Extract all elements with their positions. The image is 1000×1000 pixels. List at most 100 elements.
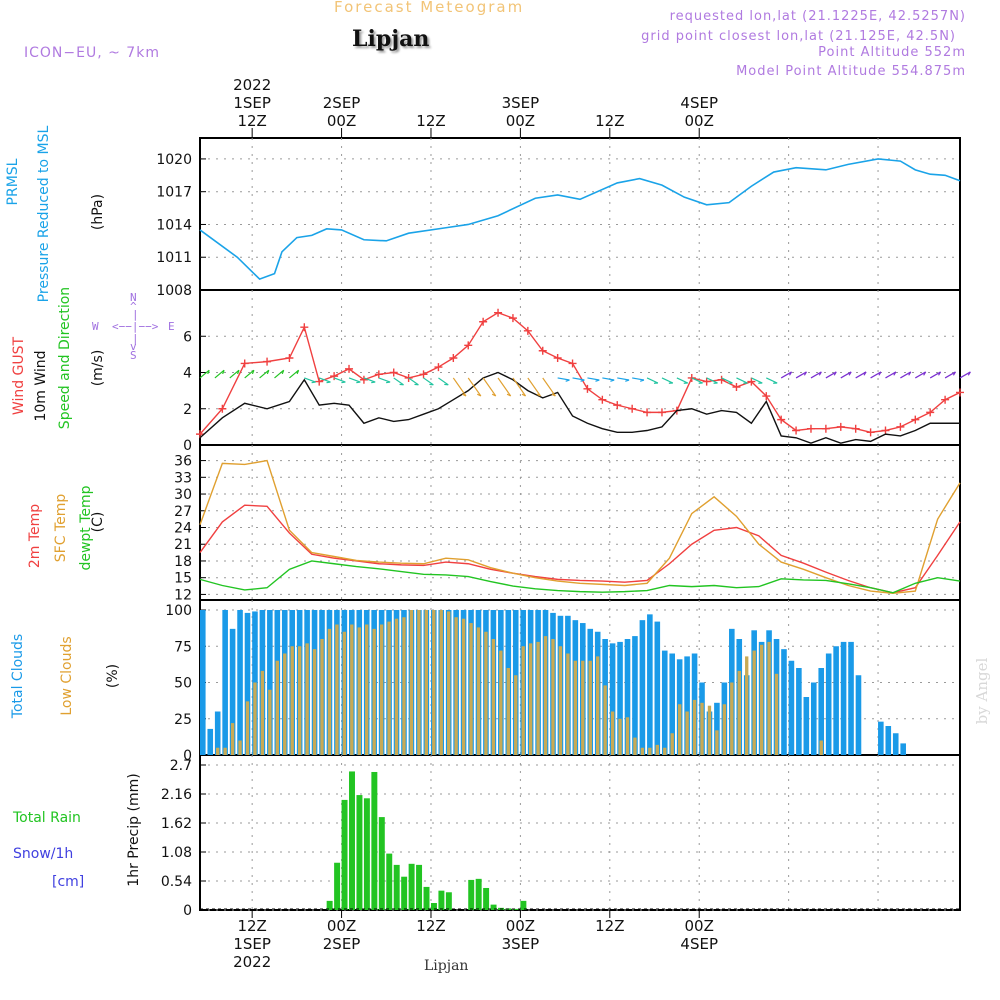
- low-cloud-bar: [566, 653, 570, 755]
- low-cloud-bar: [491, 639, 496, 755]
- gust-marker: [449, 354, 458, 362]
- total-cloud-bar: [855, 675, 862, 755]
- total-cloud-bar: [617, 641, 623, 755]
- low-cloud-bar: [260, 670, 265, 755]
- wind-direction-arrowhead: [788, 371, 793, 376]
- rain-bar: [416, 864, 423, 910]
- wind-direction-arrow: [766, 377, 778, 384]
- gust-marker: [419, 370, 428, 379]
- low-cloud-bar: [484, 631, 488, 755]
- gust-marker: [643, 408, 652, 417]
- wind-direction-arrow: [393, 377, 404, 386]
- wind-direction-arrow: [959, 371, 971, 379]
- low-cloud-bar: [268, 689, 272, 755]
- wind-direction-arrow: [423, 377, 434, 386]
- total-cloud-bar: [229, 628, 236, 755]
- wind-direction-arrow: [885, 371, 897, 379]
- precip-label-rain: Total Rain: [13, 810, 81, 826]
- rain-bar: [475, 878, 482, 910]
- low-cloud-bar: [752, 650, 756, 755]
- top-time-label: 2SEP: [323, 94, 361, 112]
- wind-direction-arrow: [706, 377, 718, 384]
- top-time-label: 4SEP: [680, 94, 718, 112]
- total-cloud-bar: [900, 743, 906, 755]
- total-cloud-bar: [639, 620, 646, 755]
- temp-ytick-label: 15: [174, 571, 192, 587]
- top-time-label: 00Z: [685, 112, 714, 130]
- total-cloud-bar: [661, 650, 668, 755]
- gust-marker: [941, 395, 950, 404]
- rain-bar: [401, 876, 408, 910]
- rain-bar: [334, 862, 341, 910]
- wind-direction-arrowhead: [491, 393, 497, 397]
- gust-marker: [523, 326, 532, 335]
- wind-direction-arrow: [944, 371, 956, 379]
- wind-direction-arrow: [452, 377, 467, 397]
- wind-direction-arrow: [795, 371, 807, 379]
- precip-ytick-label: 1.08: [161, 845, 192, 861]
- wind-direction-arrow: [676, 377, 688, 384]
- precip-ytick-label: 1.62: [161, 816, 192, 832]
- low-cloud-bar: [670, 733, 674, 755]
- precip-ytick-label: 0: [183, 903, 192, 919]
- clouds-ytick-label: 50: [174, 676, 192, 692]
- low-cloud-bar: [521, 646, 525, 755]
- wind-direction-arrow: [542, 377, 556, 397]
- pressure-ytick-label: 1014: [156, 217, 192, 233]
- low-cloud-bar: [499, 650, 503, 755]
- gust-marker: [285, 354, 294, 362]
- gust-marker: [359, 375, 368, 384]
- low-cloud-bar: [432, 610, 436, 755]
- compass-arrow-down: v: [130, 340, 137, 353]
- total-cloud-bar: [609, 643, 616, 755]
- top-time-label: 2022: [233, 76, 271, 94]
- wind-direction-arrow: [929, 371, 941, 379]
- gust-line: [199, 311, 961, 435]
- rain-bar: [356, 795, 363, 910]
- compass-line-down: |: [132, 332, 139, 345]
- gust-marker: [389, 368, 398, 377]
- low-cloud-bar: [685, 711, 689, 755]
- gust-marker: [404, 373, 413, 382]
- low-cloud-bar: [625, 717, 630, 755]
- gust-marker: [628, 404, 637, 413]
- wind-direction-arrowhead: [477, 393, 482, 397]
- low-cloud-bar: [424, 610, 428, 755]
- wind-direction-arrowhead: [296, 370, 300, 375]
- temp-ytick-label: 24: [174, 521, 192, 537]
- low-cloud-bar: [722, 704, 727, 755]
- low-cloud-bar: [581, 660, 585, 755]
- low-cloud-bar: [596, 656, 600, 755]
- top-time-label: 00Z: [506, 112, 535, 130]
- precip-ytick-label: 2.16: [161, 787, 192, 803]
- total-cloud-bar: [624, 639, 631, 755]
- low-cloud-bar: [417, 610, 421, 755]
- bottom-time-label: 4SEP: [680, 935, 718, 953]
- rain-bar: [490, 904, 497, 910]
- wind-direction-arrowhead: [908, 371, 912, 376]
- low-cloud-bar: [335, 624, 339, 755]
- low-cloud-bar: [439, 610, 443, 755]
- bottom-time-label: 12Z: [595, 917, 624, 935]
- compass-e: E: [168, 320, 175, 333]
- low-cloud-bar: [305, 643, 309, 755]
- wind-direction-arrowhead: [536, 393, 541, 397]
- total-cloud-bar: [200, 610, 206, 755]
- wind-direction-arrow: [691, 377, 703, 384]
- point-altitude: Point Altitude 552m: [818, 45, 966, 60]
- low-cloud-bar: [663, 747, 667, 755]
- footer-location: Lipjan: [424, 958, 469, 974]
- rain-bar: [468, 879, 475, 910]
- gust-marker: [598, 395, 607, 404]
- pressure-ytick-label: 1011: [156, 250, 192, 266]
- total-cloud-bar: [892, 733, 899, 755]
- bottom-time-label: 3SEP: [502, 935, 540, 953]
- wind-direction-arrow: [780, 371, 792, 379]
- total-cloud-bar: [632, 636, 638, 755]
- gust-marker: [374, 370, 383, 379]
- low-cloud-bar: [245, 701, 250, 755]
- wind-direction-arrowhead: [281, 370, 285, 375]
- total-cloud-bar: [840, 641, 847, 755]
- total-cloud-bar: [803, 697, 810, 755]
- clouds-ytick-label: 75: [174, 639, 192, 655]
